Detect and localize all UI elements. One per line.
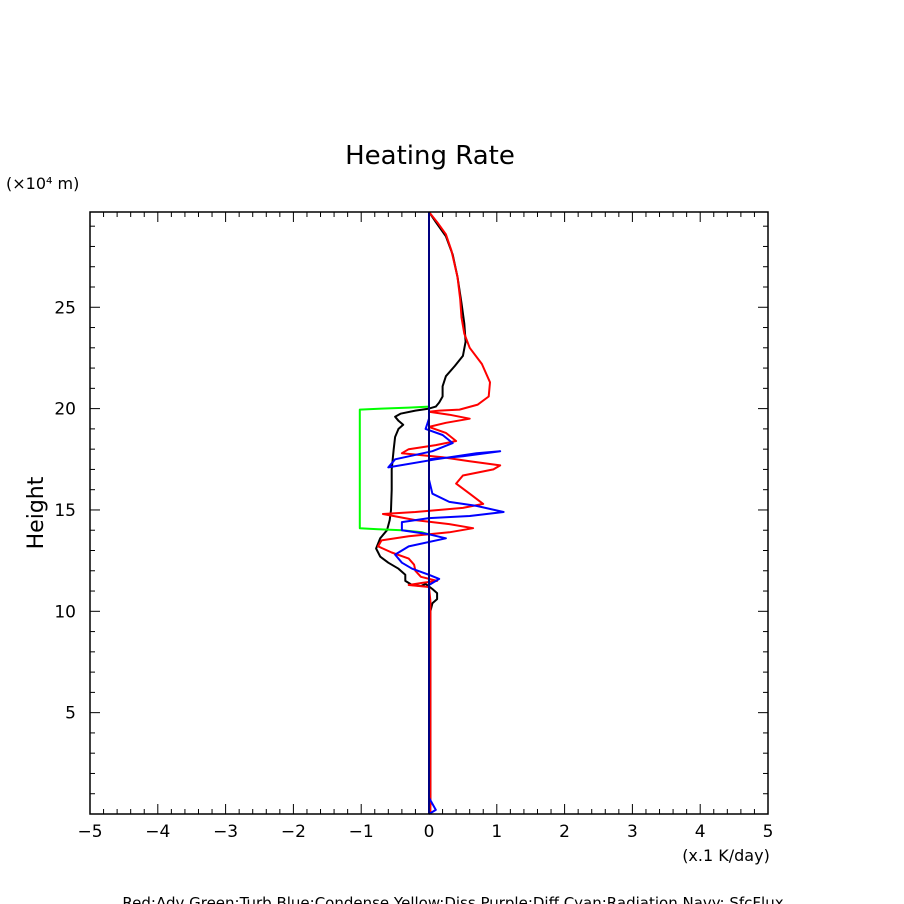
tick-labels: −5 −4 −3 −2 −1 0 1 2 3 4 5 5 10 15 20 25 bbox=[54, 298, 773, 842]
x-tick-label: −3 bbox=[213, 822, 238, 842]
x-tick-label: −5 bbox=[77, 822, 102, 842]
y-axis-label: Height bbox=[24, 476, 49, 549]
y-tick-label: 5 bbox=[65, 704, 76, 724]
y-unit-label: (×10⁴ m) bbox=[6, 174, 79, 193]
x-tick-label: 5 bbox=[763, 822, 774, 842]
x-unit-label: (x.1 K/day) bbox=[682, 846, 770, 865]
y-tick-label: 15 bbox=[54, 501, 76, 521]
series-line-3 bbox=[387, 408, 505, 815]
axis-ticks bbox=[89, 212, 769, 814]
series-line-0 bbox=[375, 211, 467, 815]
plot-frame bbox=[89, 211, 769, 815]
x-tick-label: −2 bbox=[281, 822, 306, 842]
series-lines bbox=[358, 211, 505, 815]
x-tick-label: 4 bbox=[695, 822, 706, 842]
x-tick-label: 1 bbox=[491, 822, 502, 842]
series-line-1 bbox=[377, 211, 502, 814]
x-tick-label: −1 bbox=[349, 822, 374, 842]
x-tick-label: 2 bbox=[559, 822, 570, 842]
x-tick-label: −4 bbox=[145, 822, 170, 842]
y-tick-label: 10 bbox=[54, 602, 76, 622]
legend-text: Red:Adv Green:Turb Blue:Condense Yellow:… bbox=[122, 894, 783, 904]
y-tick-label: 20 bbox=[54, 400, 76, 420]
x-tick-label: 3 bbox=[627, 822, 638, 842]
x-tick-label: 0 bbox=[424, 822, 435, 842]
chart-title: Heating Rate bbox=[345, 141, 515, 171]
y-tick-label: 25 bbox=[54, 298, 76, 318]
